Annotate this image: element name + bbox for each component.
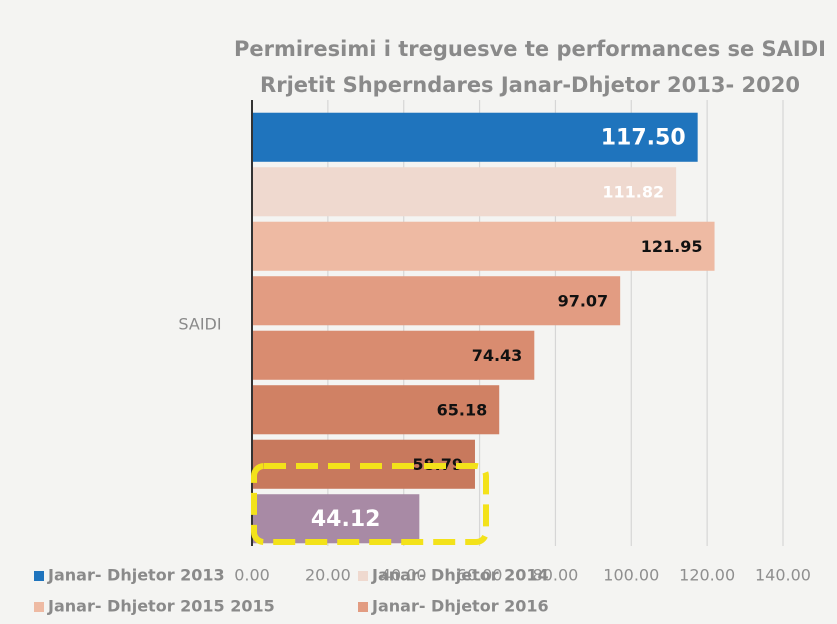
highlight-box xyxy=(251,463,489,545)
bar xyxy=(252,494,420,544)
data-label: 117.50 xyxy=(601,125,686,150)
legend-swatch xyxy=(358,602,368,612)
data-label: 44.12 xyxy=(311,507,381,532)
data-label: 111.82 xyxy=(602,182,664,201)
category-label: SAIDI xyxy=(178,315,221,334)
legend-label: Janar- Dhjetor 2016 xyxy=(371,597,549,616)
legend-swatch xyxy=(34,571,44,581)
chart-title: Permiresimi i treguesve te performances … xyxy=(234,37,826,61)
chart-title: Rrjetit Shperndares Janar-Dhjetor 2013- … xyxy=(260,73,800,97)
data-label: 97.07 xyxy=(558,291,609,310)
bar xyxy=(252,167,677,217)
x-tick-label: 140.00 xyxy=(755,566,811,585)
legend-label: Janar- Dhjetor 2015 2015 xyxy=(47,597,275,616)
x-tick-label: 80.00 xyxy=(533,566,579,585)
bar xyxy=(252,276,621,326)
x-tick-label: 40.00 xyxy=(381,566,427,585)
x-tick-label: 0.00 xyxy=(234,566,270,585)
bar xyxy=(252,112,698,162)
legend-swatch xyxy=(358,571,368,581)
x-tick-label: 120.00 xyxy=(679,566,735,585)
data-label: 65.18 xyxy=(437,400,488,419)
data-label: 74.43 xyxy=(472,346,523,365)
legend-label: Janar- Dhjetor 2014 xyxy=(371,566,549,585)
bar xyxy=(252,221,715,271)
data-label: 121.95 xyxy=(641,237,703,256)
x-tick-label: 60.00 xyxy=(457,566,503,585)
bar xyxy=(252,330,535,380)
bar xyxy=(252,385,500,435)
x-tick-label: 100.00 xyxy=(603,566,659,585)
x-tick-label: 20.00 xyxy=(305,566,351,585)
legend-swatch xyxy=(34,602,44,612)
legend-label: Janar- Dhjetor 2013 xyxy=(47,566,225,585)
